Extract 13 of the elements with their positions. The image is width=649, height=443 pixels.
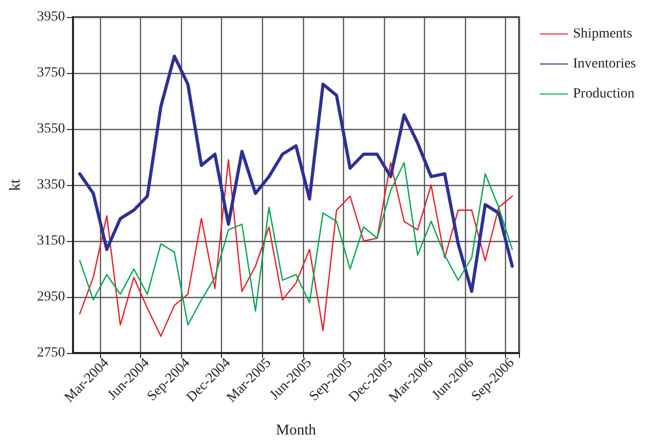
x-axis-title: Month: [276, 422, 316, 438]
y-tick-label: 2750: [37, 346, 65, 360]
legend-label: Production: [573, 86, 634, 102]
legend-label: Inventories: [573, 56, 636, 72]
y-tick-label: 3750: [37, 66, 65, 80]
y-tick-label: 3550: [37, 122, 65, 136]
y-tick-label: 3950: [37, 10, 65, 24]
y-tick-label: 3150: [37, 234, 65, 248]
y-tick-label: 3350: [37, 178, 65, 192]
y-tick-label: 2950: [37, 290, 65, 304]
y-axis-title: kt: [8, 178, 24, 191]
legend-label: Shipments: [573, 26, 632, 42]
line-series: [78, 54, 514, 293]
